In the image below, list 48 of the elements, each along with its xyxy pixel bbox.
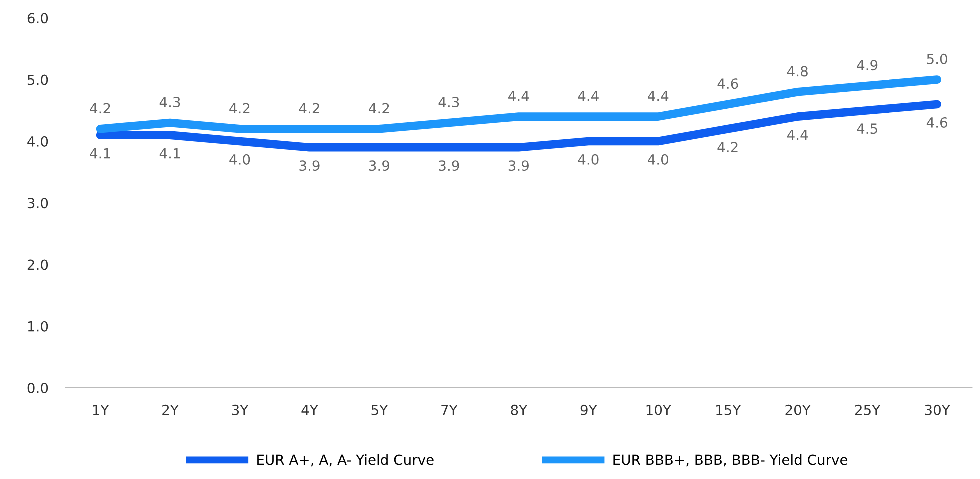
data-label: 4.2: [369, 103, 390, 114]
data-label: 4.2: [90, 103, 110, 114]
data-label: 3.9: [369, 160, 390, 172]
x-tick-label: 5Y: [372, 405, 388, 416]
y-tick-label: 1.0: [28, 321, 48, 332]
legend-label: EUR A+, A, A- Yield Curve: [258, 454, 434, 467]
x-tick-label: 15Y: [716, 405, 742, 416]
x-tick-label: 10Y: [646, 404, 672, 416]
data-label: 4.2: [718, 142, 738, 152]
y-tick-label: 2.0: [28, 260, 48, 270]
x-tick-label: 2Y: [162, 404, 179, 416]
x-tick-label: 8Y: [511, 404, 528, 416]
data-label: 4.9: [857, 60, 878, 71]
data-label: 4.5: [857, 124, 878, 134]
y-tick-label: 4.0: [28, 136, 48, 147]
data-label: 4.0: [648, 154, 668, 165]
x-tick-label: 4Y: [302, 405, 318, 416]
y-tick-label: 5.0: [28, 74, 48, 86]
x-tick-label: 7Y: [442, 405, 458, 416]
legend-label: EUR BBB+, BBB, BBB- Yield Curve: [614, 454, 848, 467]
data-label: 4.1: [90, 148, 110, 159]
data-label: 4.0: [230, 154, 250, 165]
data-label: 4.6: [718, 78, 738, 90]
data-label: 4.4: [648, 91, 669, 102]
y-tick-label: 0.0: [28, 382, 48, 394]
x-tick-label: 1Y: [93, 405, 110, 416]
data-label: 5.0: [927, 54, 948, 64]
x-tick-label: 30Y: [925, 404, 950, 416]
data-label: 4.1: [160, 148, 180, 159]
data-label: 4.4: [508, 91, 530, 102]
data-label: 4.2: [230, 103, 250, 114]
data-label: 4.6: [926, 117, 948, 128]
data-label: 4.4: [578, 91, 599, 102]
data-label: 4.3: [160, 97, 180, 108]
data-label: 4.3: [438, 97, 460, 108]
data-label: 3.9: [439, 160, 460, 172]
data-label: 3.9: [300, 160, 320, 172]
x-tick-label: 20Y: [786, 404, 811, 416]
data-label: 4.0: [578, 154, 599, 165]
y-tick-label: 3.0: [28, 198, 48, 209]
x-tick-label: 25Y: [856, 404, 881, 416]
y-tick-label: 6.0: [28, 13, 48, 24]
x-tick-label: 3Y: [232, 404, 249, 416]
data-label: 4.2: [299, 103, 320, 114]
x-tick-label: 9Y: [580, 404, 598, 416]
data-label: 4.8: [787, 66, 808, 77]
data-label: 4.4: [787, 130, 808, 140]
data-label: 3.9: [508, 160, 529, 172]
